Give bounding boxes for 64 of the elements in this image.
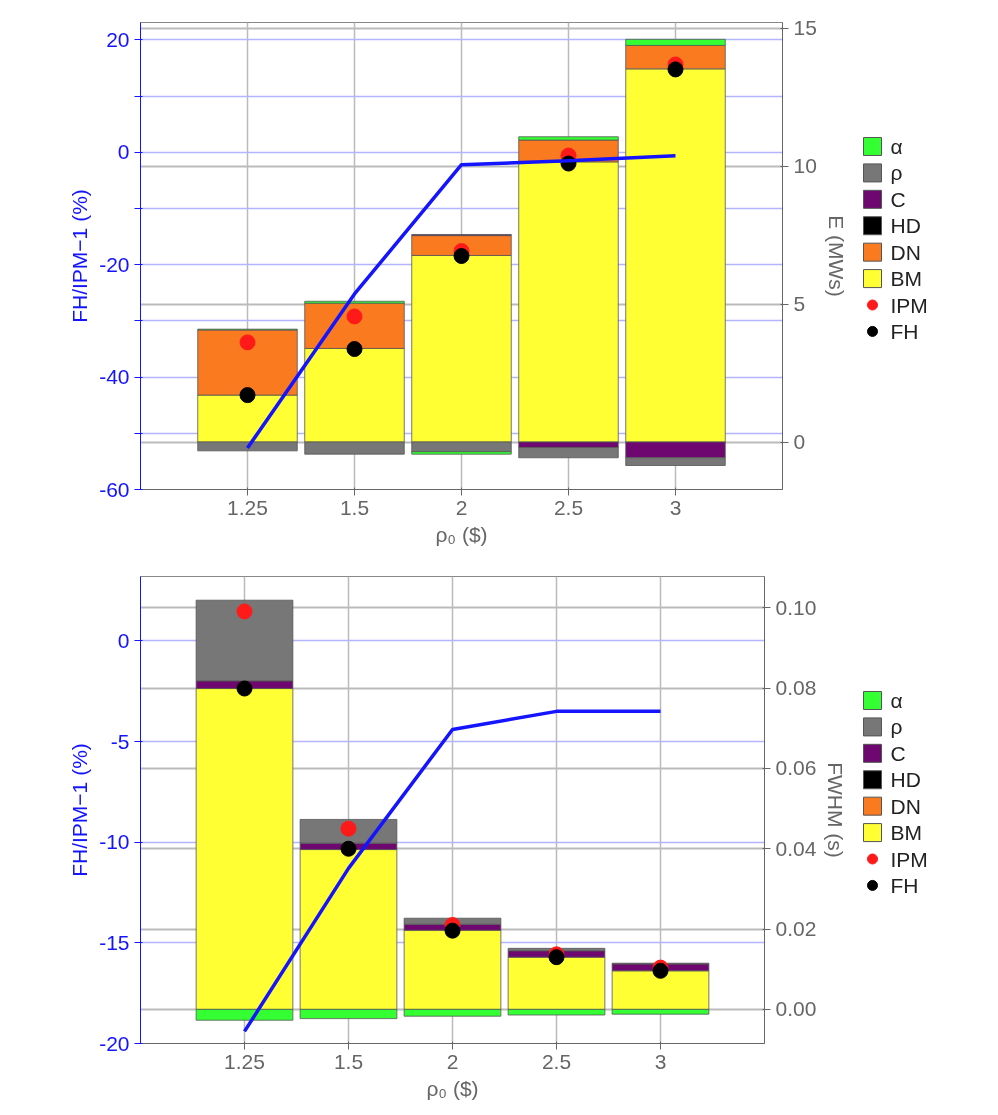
y-tick-label: -20 [99, 1031, 130, 1055]
y-tick-label: -5 [110, 729, 130, 753]
y2-tick-label: 5 [793, 292, 806, 316]
y-tick-label: -20 [99, 252, 130, 276]
x-tick-label: 1.25 [227, 495, 268, 519]
y-tick-label: -10 [99, 830, 130, 854]
point [453, 248, 470, 264]
point [346, 341, 363, 357]
legend-label: BM [890, 821, 922, 845]
point [444, 922, 461, 939]
y-axis-title: FH/IPM−1 (%) [68, 743, 92, 877]
y-tick-label: -15 [99, 930, 130, 954]
y2-tick-label: 10 [793, 154, 817, 178]
legend-label: ρ [890, 161, 903, 185]
y-tick-label: 0 [117, 140, 130, 164]
point [239, 387, 256, 404]
x-tick-label: 1.5 [333, 1049, 364, 1073]
x-axis-title: ρ₀ ($) [426, 1076, 479, 1100]
x-tick-label: 2.5 [553, 495, 584, 519]
point [667, 61, 684, 78]
x-tick-label: 1.5 [339, 495, 370, 519]
y2-tick-label: 15 [793, 16, 817, 40]
legend-label: DN [890, 794, 921, 818]
y-tick-label: -60 [99, 477, 130, 501]
y-axis-title: FH/IPM−1 (%) [68, 189, 92, 323]
legend-label: IPM [890, 293, 928, 317]
legend-label: BM [890, 267, 922, 291]
y2-tick-label: 0 [793, 430, 806, 454]
y-tick-label: 0 [117, 628, 130, 652]
point [346, 308, 363, 325]
x-tick-label: 1.25 [224, 1049, 265, 1073]
point [340, 840, 357, 857]
point [239, 334, 256, 351]
point [340, 820, 357, 837]
y2-tick-label: 0.00 [775, 997, 817, 1021]
x-axis-title: ρ₀ ($) [435, 522, 488, 546]
x-tick-label: 2 [455, 495, 468, 519]
legend-label: FH [890, 873, 919, 897]
legend-label: α [890, 688, 903, 712]
legend-label: ρ [890, 715, 903, 739]
line-series [242, 709, 663, 1034]
y2-tick-label: 0.04 [775, 836, 817, 860]
x-tick-label: 3 [654, 1049, 667, 1073]
y2-axis-title: E (MWs) [824, 215, 848, 297]
y2-tick-label: 0.08 [775, 676, 817, 700]
x-tick-label: 2.5 [541, 1049, 572, 1073]
legend-label: IPM [890, 847, 928, 871]
legend-label: C [890, 187, 906, 211]
x-tick-label: 2 [446, 1049, 459, 1073]
y2-tick-label: 0.06 [775, 756, 817, 780]
point [236, 603, 253, 620]
legend-label: FH [890, 319, 919, 343]
legend-label: HD [890, 768, 921, 792]
y-tick-label: 20 [106, 27, 130, 51]
x-tick-label: 3 [669, 495, 682, 519]
legend-label: DN [890, 240, 921, 264]
y-tick-label: -40 [99, 365, 130, 389]
y2-tick-label: 0.02 [775, 917, 817, 941]
legend-label: HD [890, 214, 921, 238]
point [236, 680, 253, 697]
y2-axis-title: FWHM (s) [824, 762, 848, 858]
legend-label: C [890, 741, 906, 765]
legend-label: α [890, 134, 903, 158]
y2-tick-label: 0.10 [775, 595, 817, 619]
